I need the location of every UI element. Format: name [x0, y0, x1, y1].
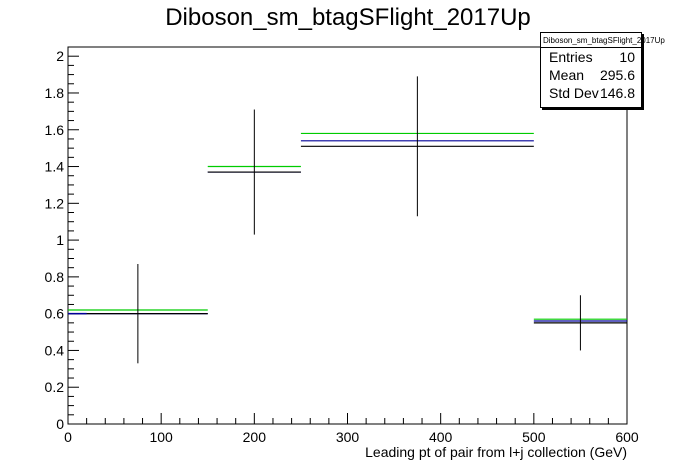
stats-row-mean: Mean 295.6: [541, 66, 641, 84]
stats-value: 295.6: [599, 67, 635, 83]
stats-label: Entries: [549, 49, 593, 65]
stats-value: 146.8: [599, 85, 635, 101]
y-tick-label: 1.6: [45, 122, 65, 138]
y-tick-label: 0.6: [45, 306, 65, 322]
stats-label: Std Dev: [549, 85, 599, 101]
stats-label: Mean: [549, 67, 585, 83]
y-tick-label: 1.2: [45, 195, 65, 211]
y-tick-label: 1.4: [45, 159, 65, 175]
x-tick-label: 600: [615, 429, 639, 445]
stats-box: Diboson_sm_btagSFlight_2017Up Entries 10…: [540, 32, 665, 108]
x-axis-label: Leading pt of pair from l+j collection (…: [365, 444, 627, 460]
y-tick-label: 0.4: [45, 342, 65, 358]
x-tick-label: 400: [429, 429, 453, 445]
y-tick-label: 1.8: [45, 85, 65, 101]
stats-row-entries: Entries 10: [541, 48, 641, 66]
y-tick-label: 1: [56, 232, 64, 248]
x-tick-label: 200: [243, 429, 267, 445]
stats-value: 10: [619, 49, 635, 65]
chart-title: Diboson_sm_btagSFlight_2017Up: [165, 4, 531, 31]
y-tick-label: 2: [56, 48, 64, 64]
x-tick-label: 100: [149, 429, 173, 445]
x-tick-label: 300: [336, 429, 360, 445]
data-marks: [68, 76, 627, 364]
stats-row-stddev: Std Dev 146.8: [541, 84, 641, 102]
y-tick-label: 0.2: [45, 379, 65, 395]
y-tick-label: 0.8: [45, 269, 65, 285]
x-tick-label: 500: [522, 429, 546, 445]
x-tick-label: 0: [64, 429, 72, 445]
y-tick-label: 0: [56, 416, 64, 432]
stats-box-title: Diboson_sm_btagSFlight_2017Up: [541, 33, 665, 48]
axes: 0 100 200 300 400 500 600 0 0.2 0.4 0.6 0.8 1 1.2 1.4 1…: [45, 46, 639, 445]
